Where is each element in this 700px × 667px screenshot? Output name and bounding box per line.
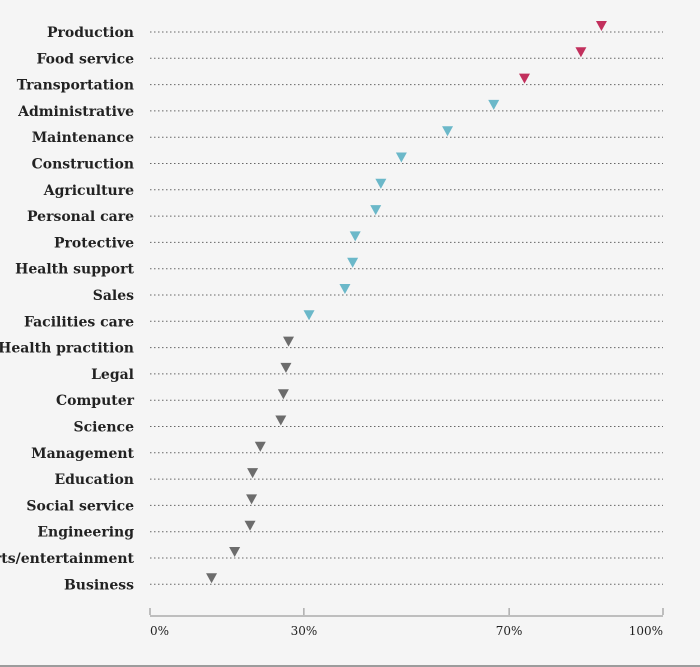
- category-label-arts-entertainment: Arts/entertainment: [0, 551, 135, 567]
- marker-engineering: [244, 520, 256, 531]
- category-label-education: Education: [54, 472, 134, 488]
- x-axis: 0% 30% 70% 100%: [149, 608, 664, 638]
- category-label-food-service: Food service: [36, 51, 134, 67]
- x-tick-label-70: 70%: [496, 624, 523, 638]
- marker-food-service: [575, 47, 587, 58]
- marker-maintenance: [442, 126, 454, 137]
- x-tick-label-30: 30%: [291, 624, 318, 638]
- marker-administrative: [488, 99, 500, 110]
- category-label-health-support: Health support: [15, 262, 134, 278]
- guide-lines: [150, 31, 663, 585]
- category-label-construction: Construction: [32, 157, 134, 173]
- category-label-production: Production: [47, 25, 134, 41]
- marker-production: [595, 21, 607, 31]
- marker-health-support: [347, 257, 359, 268]
- marker-social-service: [246, 494, 258, 505]
- marker-legal: [280, 362, 292, 373]
- marker-sales: [339, 284, 351, 294]
- marker-protective: [349, 231, 361, 242]
- category-label-administrative: Administrative: [17, 104, 134, 120]
- category-label-social-service: Social service: [26, 498, 134, 514]
- category-label-computer: Computer: [56, 393, 135, 409]
- marker-business: [206, 573, 218, 584]
- category-label-protective: Protective: [54, 235, 134, 251]
- category-label-transportation: Transportation: [17, 78, 134, 94]
- category-label-facilities-care: Facilities care: [24, 314, 134, 330]
- category-label-legal: Legal: [91, 367, 134, 383]
- category-label-agriculture: Agriculture: [43, 183, 134, 199]
- marker-science: [275, 415, 287, 426]
- x-tick-label-0: 0%: [150, 624, 169, 638]
- marker-arts-entertainment: [229, 547, 241, 557]
- category-label-sales: Sales: [93, 288, 134, 304]
- marker-computer: [277, 389, 289, 400]
- category-label-management: Management: [31, 446, 134, 462]
- category-label-business: Business: [64, 577, 134, 593]
- category-label-engineering: Engineering: [37, 525, 134, 541]
- category-label-science: Science: [74, 420, 135, 436]
- category-label-personal-care: Personal care: [27, 209, 134, 225]
- marker-transportation: [518, 73, 530, 84]
- marker-management: [254, 441, 266, 452]
- markers: [206, 21, 607, 584]
- marker-health-practition: [283, 336, 295, 347]
- marker-facilities-care: [303, 310, 315, 321]
- marker-education: [247, 468, 259, 479]
- marker-construction: [395, 152, 407, 163]
- marker-agriculture: [375, 178, 387, 189]
- marker-personal-care: [370, 205, 382, 216]
- category-label-health-practition: Health practition: [0, 341, 134, 357]
- category-labels: Production Food service Transportation Admi…: [0, 25, 135, 593]
- category-label-maintenance: Maintenance: [32, 130, 134, 146]
- x-tick-label-100: 100%: [629, 624, 663, 638]
